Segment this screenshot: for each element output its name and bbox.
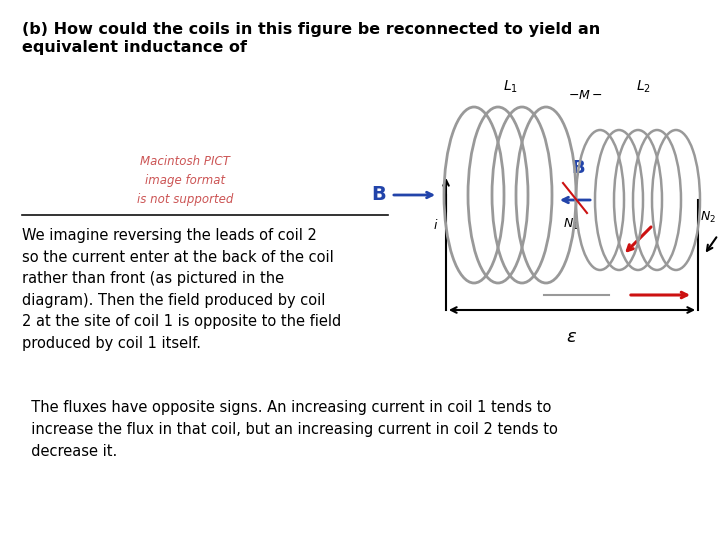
Text: (b) How could the coils in this figure be reconnected to yield an: (b) How could the coils in this figure b… bbox=[22, 22, 600, 37]
Text: $L_1$: $L_1$ bbox=[503, 79, 518, 95]
Text: $N_2$: $N_2$ bbox=[700, 210, 716, 225]
Text: B: B bbox=[571, 159, 585, 177]
Text: equivalent inductance of: equivalent inductance of bbox=[22, 40, 247, 55]
Text: Macintosh PICT
image format
is not supported: Macintosh PICT image format is not suppo… bbox=[137, 155, 233, 206]
Text: We imagine reversing the leads of coil 2
so the current enter at the back of the: We imagine reversing the leads of coil 2… bbox=[22, 228, 341, 351]
Text: $N_1$: $N_1$ bbox=[563, 217, 579, 232]
Text: $i$: $i$ bbox=[433, 218, 438, 232]
Text: $\varepsilon$: $\varepsilon$ bbox=[567, 328, 577, 346]
Text: B: B bbox=[372, 186, 386, 205]
Text: $-M-$: $-M-$ bbox=[567, 89, 603, 102]
Text: The fluxes have opposite signs. An increasing current in coil 1 tends to
  incre: The fluxes have opposite signs. An incre… bbox=[22, 400, 558, 460]
Text: $L_2$: $L_2$ bbox=[636, 79, 650, 95]
